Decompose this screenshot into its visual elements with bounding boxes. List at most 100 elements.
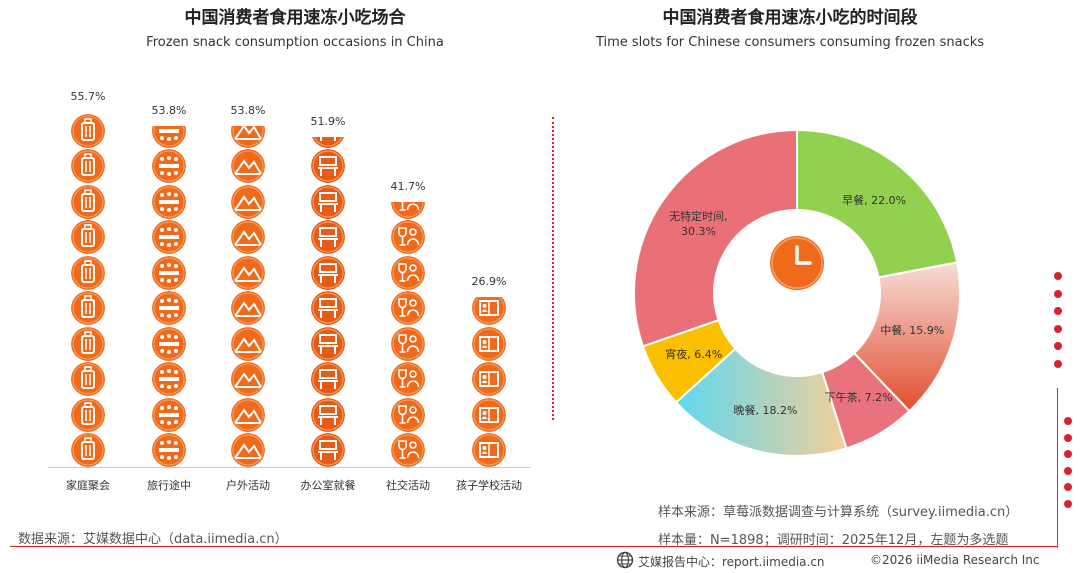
pictogram-unit bbox=[391, 291, 425, 325]
report-center-link[interactable]: 艾媒报告中心：report.iimedia.cn bbox=[638, 555, 825, 569]
left-chart-baseline bbox=[48, 467, 530, 468]
decor-dot bbox=[1054, 359, 1062, 368]
pictogram-unit bbox=[152, 149, 186, 183]
pictogram-unit bbox=[71, 149, 105, 183]
bar-value-label: 26.9% bbox=[471, 275, 507, 288]
pictogram-bar-chart: 55.7% 家庭聚会 53.8% 旅行途中 53.8% 户外活动 51.9% 办公室就餐 41.… bbox=[0, 0, 560, 500]
decor-dot bbox=[1054, 307, 1062, 315]
pictogram-unit bbox=[231, 433, 265, 467]
data-source-note: 数据来源：艾媒数据中心（data.iimedia.cn） bbox=[18, 532, 288, 547]
pictogram-unit bbox=[152, 362, 186, 396]
pictogram-unit bbox=[311, 220, 345, 254]
left-chart-subtitle: Frozen snack consumption occasions in Ch… bbox=[146, 35, 444, 50]
donut-slice-label: 无特定时间, 30.3% bbox=[669, 209, 728, 238]
pictogram-unit bbox=[231, 362, 265, 396]
decor-dot bbox=[1064, 483, 1072, 491]
clock-icon bbox=[770, 236, 824, 290]
pictogram-unit bbox=[71, 433, 105, 467]
copyright-text: ©2026 iiMedia Research Inc bbox=[870, 553, 1040, 567]
pictogram-unit bbox=[391, 397, 425, 432]
pictogram-unit bbox=[311, 397, 345, 432]
category-label: 办公室就餐 bbox=[300, 479, 356, 492]
category-label: 社交活动 bbox=[386, 479, 430, 492]
donut-chart: 早餐, 22.0% 中餐, 15.9% 下午茶, 7.2% 晚餐, 18.2% 宵夜, … bbox=[633, 130, 961, 457]
footer-divider bbox=[10, 546, 1058, 547]
bar-value-label: 51.9% bbox=[310, 114, 346, 128]
right-chart-subtitle: Time slots for Chinese consumers consumi… bbox=[595, 35, 985, 50]
donut-slice-label: 宵夜, 6.4% bbox=[665, 347, 722, 361]
pictogram-unit bbox=[311, 184, 345, 219]
decor-dot bbox=[1064, 450, 1072, 458]
globe-icon bbox=[616, 551, 634, 569]
decor-red-line bbox=[1057, 388, 1058, 548]
pictogram-unit bbox=[231, 397, 265, 432]
pictogram-unit bbox=[472, 326, 506, 361]
pictogram-unit bbox=[71, 326, 105, 361]
pictogram-unit bbox=[231, 184, 265, 219]
pictogram-unit bbox=[311, 136, 345, 148]
pictogram-unit bbox=[472, 433, 506, 467]
pictogram-unit bbox=[152, 125, 186, 148]
pictogram-unit bbox=[152, 326, 186, 361]
pictogram-unit bbox=[391, 220, 425, 254]
pictogram-unit bbox=[152, 255, 186, 290]
category-label: 家庭聚会 bbox=[66, 479, 110, 492]
sample-source-note: 样本来源：草莓派数据调查与计算系统（survey.iimedia.cn） bbox=[658, 505, 1019, 520]
bar-value-label: 53.8% bbox=[151, 103, 187, 117]
category-label: 户外活动 bbox=[226, 479, 270, 492]
pictogram-unit bbox=[71, 113, 105, 148]
divider-dotted bbox=[552, 117, 554, 420]
pictogram-unit bbox=[391, 326, 425, 361]
pictogram-unit bbox=[391, 433, 425, 467]
pictogram-unit bbox=[231, 255, 265, 290]
pictogram-unit bbox=[71, 397, 105, 432]
pictogram-unit bbox=[71, 362, 105, 396]
decor-dot bbox=[1054, 324, 1062, 333]
donut-slice-label: 下午茶, 7.2% bbox=[825, 391, 893, 404]
pictogram-unit bbox=[311, 255, 345, 290]
pictogram-unit bbox=[152, 220, 186, 254]
pictogram-unit bbox=[391, 201, 425, 219]
right-chart-title: 中国消费者食用速冻小吃的时间段 bbox=[662, 8, 918, 28]
bar-value-label: 41.7% bbox=[390, 179, 426, 193]
sample-size-note: 样本量：N=1898；调研时间：2025年12月，左题为多选题 bbox=[658, 533, 1009, 548]
donut-slice-label: 早餐, 22.0% bbox=[842, 193, 906, 207]
pictogram-unit bbox=[231, 125, 265, 148]
pictogram-unit bbox=[311, 326, 345, 361]
decor-dot bbox=[1064, 433, 1072, 442]
donut-slice-label: 晚餐, 18.2% bbox=[733, 403, 797, 417]
pictogram-unit bbox=[311, 291, 345, 325]
pictogram-unit bbox=[472, 362, 506, 396]
donut-slice-1 bbox=[796, 130, 959, 279]
category-label: 旅行途中 bbox=[147, 479, 191, 492]
decor-dot bbox=[1064, 466, 1072, 475]
pictogram-unit bbox=[152, 397, 186, 432]
bar-value-label: 55.7% bbox=[70, 90, 106, 103]
pictogram-unit bbox=[71, 184, 105, 219]
bar-value-label: 53.8% bbox=[230, 103, 266, 117]
left-chart-title: 中国消费者食用速冻小吃场合 bbox=[184, 8, 406, 28]
pictogram-unit bbox=[311, 433, 345, 467]
pictogram-unit bbox=[231, 149, 265, 183]
pictogram-unit bbox=[472, 297, 506, 325]
decor-dot bbox=[1064, 499, 1072, 508]
pictogram-unit bbox=[231, 291, 265, 325]
pictogram-unit bbox=[311, 149, 345, 183]
pictogram-unit bbox=[152, 433, 186, 467]
pictogram-unit bbox=[152, 184, 186, 219]
pictogram-unit bbox=[391, 255, 425, 290]
donut-slice-6 bbox=[633, 130, 798, 348]
pictogram-unit bbox=[71, 220, 105, 254]
decor-dot bbox=[1054, 272, 1062, 280]
pictogram-unit bbox=[391, 362, 425, 396]
decor-dot bbox=[1064, 417, 1072, 425]
donut-slice-4 bbox=[674, 347, 848, 457]
pictogram-unit bbox=[472, 397, 506, 432]
pictogram-unit bbox=[71, 255, 105, 290]
pictogram-unit bbox=[231, 326, 265, 361]
pictogram-unit bbox=[71, 291, 105, 325]
pictogram-unit bbox=[152, 291, 186, 325]
pictogram-unit bbox=[231, 220, 265, 254]
decor-dot bbox=[1054, 289, 1062, 298]
decor-dot bbox=[1054, 342, 1062, 350]
